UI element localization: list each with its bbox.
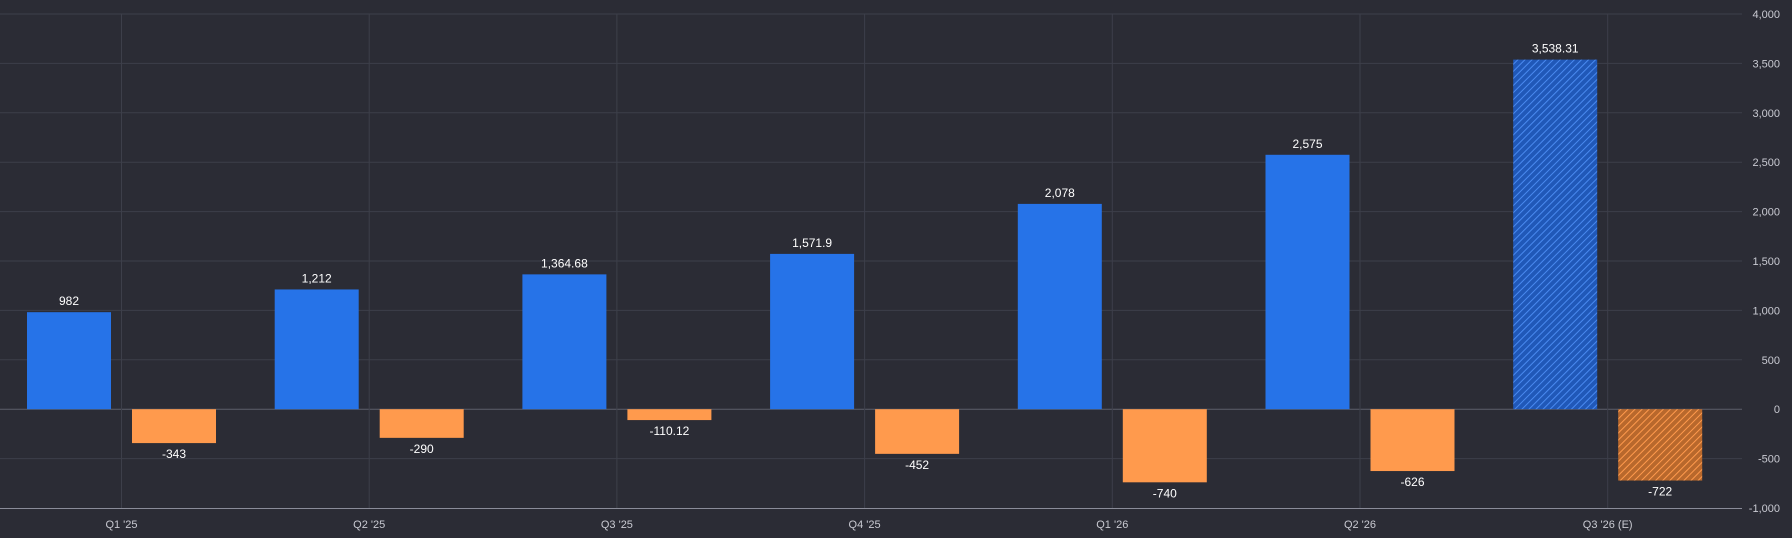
y-tick-label: 4,000 [1752, 9, 1780, 21]
data-label: -740 [1153, 486, 1177, 500]
bar-negative[interactable] [875, 409, 960, 454]
data-label: -110.12 [649, 424, 689, 438]
y-tick-label: -500 [1758, 454, 1780, 466]
x-tick-label: Q3 '26 (E) [1583, 519, 1633, 531]
y-tick-label: 0 [1774, 404, 1780, 416]
bar-positive[interactable] [274, 289, 359, 410]
bar-positive[interactable] [27, 312, 111, 410]
y-tick-label: 2,000 [1752, 207, 1780, 219]
x-tick-label: Q1 '25 [105, 519, 137, 531]
bar-negative[interactable] [627, 409, 712, 421]
data-label: 3,538.31 [1532, 42, 1579, 56]
y-tick-label: 1,000 [1752, 305, 1780, 317]
x-tick-label: Q3 '25 [601, 519, 633, 531]
x-tick-label: Q1 '26 [1096, 519, 1128, 531]
data-label: -722 [1648, 485, 1672, 499]
data-label: -626 [1400, 475, 1424, 489]
bar-negative[interactable] [1618, 409, 1703, 481]
bar-negative[interactable] [1122, 409, 1207, 483]
data-label: -452 [905, 458, 929, 472]
y-tick-label: 2,500 [1752, 157, 1780, 169]
bars [27, 59, 1703, 483]
data-label: 2,575 [1292, 137, 1322, 151]
axes: -1,000 -500 0 500 1,000 1,500 2,000 2,500 3,000 3… [0, 9, 1780, 531]
bar-positive[interactable] [1017, 203, 1102, 410]
data-labels: 982 1,212 1,364.68 1,571.9 2,078 2,575 3,538.3… [59, 42, 1673, 501]
x-tick-label: Q2 '25 [353, 519, 385, 531]
data-label: -290 [410, 442, 434, 456]
y-tick-label: 1,500 [1752, 256, 1780, 268]
bar-positive[interactable] [1513, 59, 1598, 410]
bar-negative[interactable] [1370, 409, 1455, 472]
grid [0, 13, 1742, 508]
x-tick-label: Q4 '25 [849, 519, 881, 531]
y-tick-label: 3,500 [1752, 58, 1780, 70]
data-label: 982 [59, 294, 79, 308]
bar-negative[interactable] [132, 409, 216, 444]
data-label: 1,212 [302, 271, 332, 285]
y-tick-label: -1,000 [1749, 503, 1780, 515]
y-tick-label: 500 [1762, 355, 1780, 367]
bar-positive[interactable] [1265, 154, 1350, 410]
y-tick-label: 3,000 [1752, 108, 1780, 120]
data-label: -343 [162, 447, 186, 461]
bar-positive[interactable] [770, 253, 855, 410]
data-label: 2,078 [1045, 186, 1075, 200]
data-label: 1,571.9 [792, 236, 832, 250]
bar-negative[interactable] [379, 409, 464, 438]
bar-positive[interactable] [522, 274, 607, 410]
x-tick-label: Q2 '26 [1344, 519, 1376, 531]
data-label: 1,364.68 [541, 256, 588, 270]
